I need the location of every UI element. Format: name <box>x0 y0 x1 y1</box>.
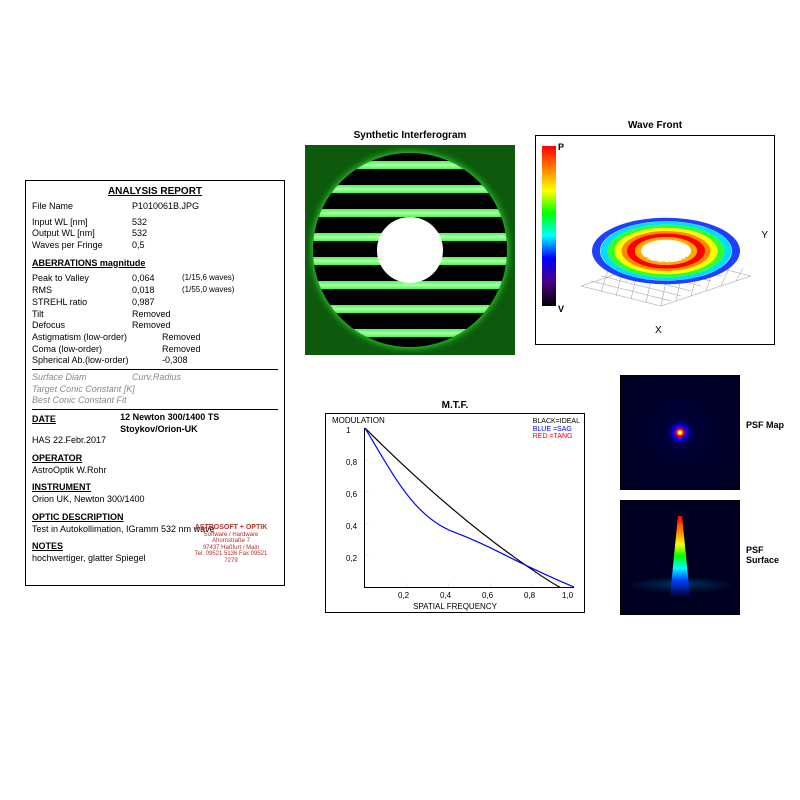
wpf-label: Waves per Fringe <box>32 240 132 252</box>
wavefront-title: Wave Front <box>535 120 775 131</box>
input-wl: 532 <box>132 217 147 229</box>
coma-label: Coma (low-order) <box>32 344 162 356</box>
coma-val: Removed <box>162 344 201 356</box>
spectrum-bar <box>542 146 556 306</box>
stamp-l2: Ahornstraße 7 <box>188 538 274 545</box>
psf-surface-chart <box>620 500 740 615</box>
company-stamp: ASTROSOFT + OPTIK Software / Hardware Ah… <box>186 522 276 567</box>
wavefront-panel: Wave Front P V <box>535 120 775 345</box>
wavefront-chart: P V <box>535 135 775 345</box>
rms-label: RMS <box>32 285 132 297</box>
spectrum-valley-label: V <box>558 304 564 314</box>
mtf-xlabel: SPATIAL FREQUENCY <box>413 602 497 611</box>
wpf: 0,5 <box>132 240 145 252</box>
wavefront-y-axis: Y <box>761 230 768 241</box>
psf-surface-panel: PSF Surface <box>620 500 770 615</box>
interferogram-panel: Synthetic Interferogram <box>305 130 515 355</box>
ytick-06: 0,6 <box>346 490 357 499</box>
report-title: ANALYSIS REPORT <box>32 185 278 198</box>
best-conic: Best Conic Constant Fit <box>32 395 278 407</box>
defocus-label: Defocus <box>32 320 132 332</box>
target-conic: Target Conic Constant [K] <box>32 384 278 396</box>
xtick-08: 0,8 <box>524 591 535 600</box>
rms-val: 0,018 <box>132 285 182 297</box>
wavefront-x-axis: X <box>655 325 662 336</box>
ytick-08: 0,8 <box>346 458 357 467</box>
mtf-chart: MODULATION BLACK=IDEAL BLUE =SAG RED =TA… <box>325 413 585 613</box>
psf-peak <box>670 516 690 596</box>
psf-surface-label: PSF Surface <box>746 545 796 565</box>
interferogram-title: Synthetic Interferogram <box>305 130 515 141</box>
operator-val: AstroOptik W.Rohr <box>32 465 278 477</box>
interferogram-hole <box>377 217 443 283</box>
strehl-val: 0,987 <box>132 297 182 309</box>
astig-val: Removed <box>162 332 201 344</box>
xtick-10: 1,0 <box>562 591 573 600</box>
aberrations-header: ABERRATIONS magnitude <box>32 258 278 270</box>
strehl-label: STREHL ratio <box>32 297 132 309</box>
wavefront-surface <box>571 156 761 316</box>
ptv-extra: (1/15,6 waves) <box>182 273 234 285</box>
surface-diam: Surface Diam <box>32 372 132 384</box>
file-value: P1010061B.JPG <box>132 201 199 213</box>
stamp-l1: Software / Hardware <box>188 532 274 539</box>
xtick-02: 0,2 <box>398 591 409 600</box>
mtf-sag-curve <box>365 428 574 587</box>
xtick-06: 0,6 <box>482 591 493 600</box>
ytick-02: 0,2 <box>346 554 357 563</box>
xtick-04: 0,4 <box>440 591 451 600</box>
spectrum-peak-label: P <box>558 142 564 152</box>
curv-radius: Curv.Radius <box>132 372 181 384</box>
report-panel: ANALYSIS REPORT File NameP1010061B.JPG I… <box>25 180 285 586</box>
instrument-val: Orion UK, Newton 300/1400 <box>32 494 278 506</box>
interferogram-chart <box>305 145 515 355</box>
ytick-04: 0,4 <box>346 522 357 531</box>
input-wl-label: Input WL [nm] <box>32 217 132 229</box>
sph-label: Spherical Ab.(low-order) <box>32 355 162 367</box>
mtf-title: M.T.F. <box>325 400 585 411</box>
ytick-1: 1 <box>346 426 350 435</box>
mtf-ideal-curve <box>365 428 574 588</box>
sph-val: -0,308 <box>162 355 188 367</box>
subject: 12 Newton 300/1400 TS Stoykov/Orion-UK <box>120 412 278 435</box>
output-wl-label: Output WL [nm] <box>32 228 132 240</box>
rms-extra: (1/55,0 waves) <box>182 285 234 297</box>
mtf-curves <box>364 428 574 588</box>
instrument-header: INSTRUMENT <box>32 482 278 494</box>
ptv-val: 0,064 <box>132 273 182 285</box>
file-label: File Name <box>32 201 132 213</box>
analysis-report-sheet: ANALYSIS REPORT File NameP1010061B.JPG I… <box>25 100 775 680</box>
psf-map-chart <box>620 375 740 490</box>
date-header: DATE <box>32 414 120 435</box>
stamp-l4: Tel. 09521 5136 Fax 09521 7279 <box>188 551 274 564</box>
defocus-val: Removed <box>132 320 171 332</box>
operator-header: OPERATOR <box>32 453 278 465</box>
stamp-title: ASTROSOFT + OPTIK <box>188 524 274 532</box>
mtf-panel: M.T.F. MODULATION BLACK=IDEAL BLUE =SAG … <box>325 400 585 613</box>
mtf-ylabel: MODULATION <box>332 416 385 425</box>
astig-label: Astigmatism (low-order) <box>32 332 162 344</box>
psf-map-label: PSF Map <box>746 420 786 430</box>
legend-ideal: BLACK=IDEAL <box>533 418 580 426</box>
tilt-label: Tilt <box>32 309 132 321</box>
psf-map-panel: PSF Map <box>620 375 770 490</box>
date-val: HAS 22.Febr.2017 <box>32 435 278 447</box>
tilt-val: Removed <box>132 309 171 321</box>
ptv-label: Peak to Valley <box>32 273 132 285</box>
output-wl: 532 <box>132 228 147 240</box>
stamp-l3: 97437 Haßfurt / Main <box>188 545 274 552</box>
